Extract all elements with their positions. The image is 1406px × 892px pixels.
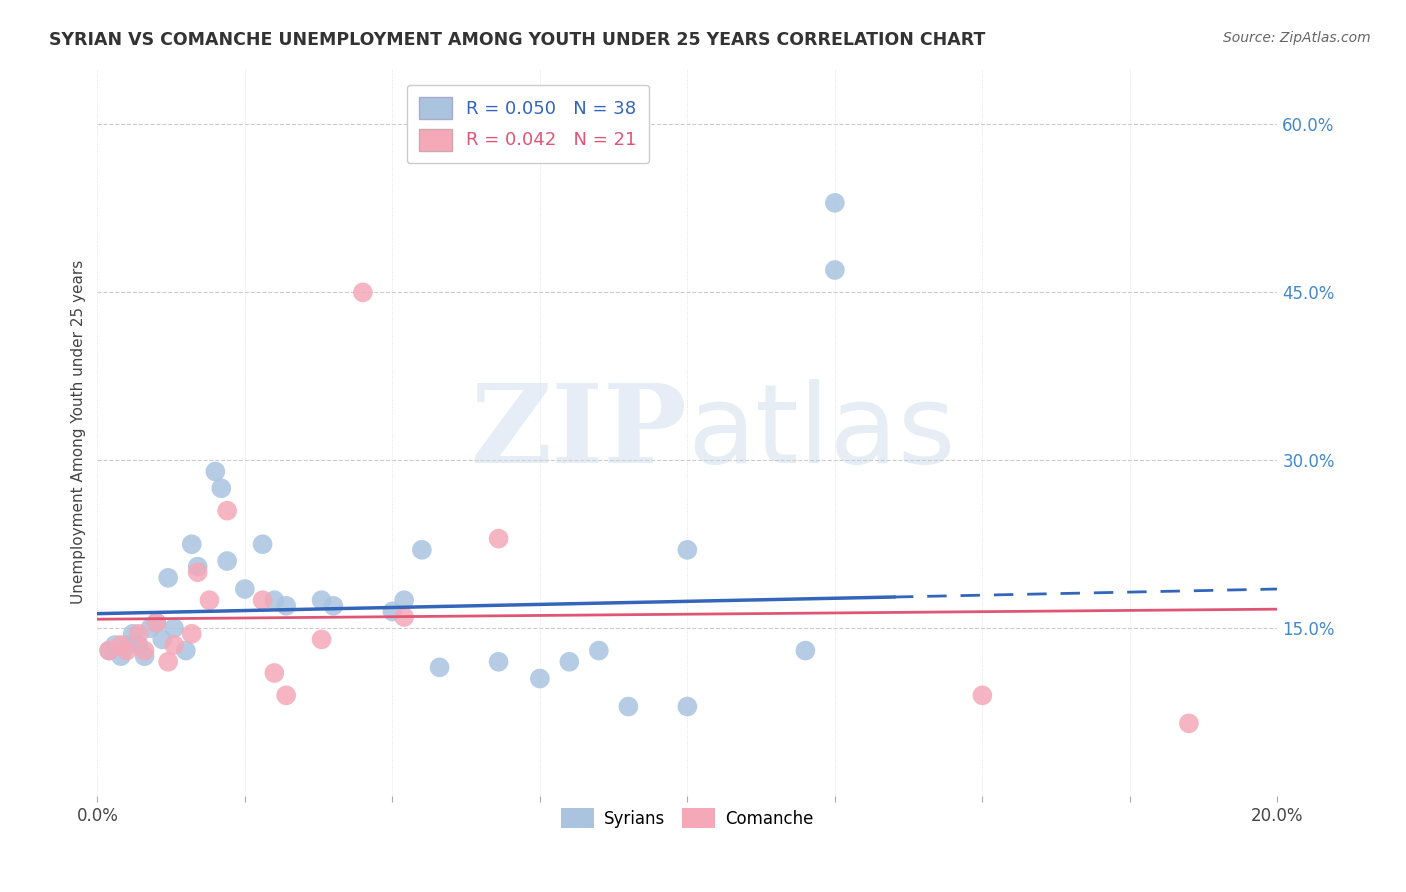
Point bbox=[198, 593, 221, 607]
Legend: Syrians, Comanche: Syrians, Comanche bbox=[554, 801, 821, 835]
Point bbox=[145, 615, 167, 630]
Point bbox=[676, 699, 699, 714]
Point bbox=[617, 699, 640, 714]
Point bbox=[163, 621, 186, 635]
Point bbox=[276, 599, 298, 613]
Point bbox=[558, 655, 581, 669]
Point bbox=[134, 643, 156, 657]
Point bbox=[252, 537, 274, 551]
Point bbox=[110, 649, 132, 664]
Point bbox=[824, 263, 846, 277]
Point bbox=[187, 559, 209, 574]
Point bbox=[115, 643, 138, 657]
Point bbox=[411, 542, 433, 557]
Point bbox=[322, 599, 344, 613]
Point bbox=[121, 627, 143, 641]
Point bbox=[145, 615, 167, 630]
Point bbox=[252, 593, 274, 607]
Point bbox=[381, 604, 404, 618]
Point bbox=[204, 465, 226, 479]
Text: atlas: atlas bbox=[688, 379, 956, 486]
Point bbox=[311, 632, 333, 647]
Point bbox=[794, 643, 817, 657]
Text: Source: ZipAtlas.com: Source: ZipAtlas.com bbox=[1223, 31, 1371, 45]
Point bbox=[98, 643, 121, 657]
Point bbox=[429, 660, 451, 674]
Point bbox=[529, 672, 551, 686]
Point bbox=[187, 566, 209, 580]
Point bbox=[488, 532, 510, 546]
Point bbox=[209, 481, 232, 495]
Point bbox=[352, 285, 374, 300]
Point bbox=[676, 542, 699, 557]
Point bbox=[588, 643, 610, 657]
Text: ZIP: ZIP bbox=[471, 379, 688, 486]
Point bbox=[217, 503, 239, 517]
Point bbox=[163, 638, 186, 652]
Point bbox=[157, 571, 180, 585]
Point bbox=[233, 582, 256, 596]
Point bbox=[392, 593, 415, 607]
Point bbox=[180, 537, 202, 551]
Point bbox=[263, 593, 285, 607]
Point bbox=[824, 195, 846, 210]
Point bbox=[139, 621, 162, 635]
Point bbox=[311, 593, 333, 607]
Text: SYRIAN VS COMANCHE UNEMPLOYMENT AMONG YOUTH UNDER 25 YEARS CORRELATION CHART: SYRIAN VS COMANCHE UNEMPLOYMENT AMONG YO… bbox=[49, 31, 986, 49]
Point bbox=[104, 638, 127, 652]
Point bbox=[98, 643, 121, 657]
Y-axis label: Unemployment Among Youth under 25 years: Unemployment Among Youth under 25 years bbox=[72, 260, 86, 605]
Point bbox=[488, 655, 510, 669]
Point bbox=[128, 627, 150, 641]
Point bbox=[972, 689, 994, 703]
Point bbox=[110, 638, 132, 652]
Point bbox=[392, 610, 415, 624]
Point bbox=[134, 649, 156, 664]
Point bbox=[115, 638, 138, 652]
Point bbox=[180, 627, 202, 641]
Point bbox=[157, 655, 180, 669]
Point bbox=[217, 554, 239, 568]
Point bbox=[1178, 716, 1201, 731]
Point bbox=[128, 638, 150, 652]
Point bbox=[263, 665, 285, 680]
Point bbox=[174, 643, 197, 657]
Point bbox=[276, 689, 298, 703]
Point bbox=[150, 632, 173, 647]
